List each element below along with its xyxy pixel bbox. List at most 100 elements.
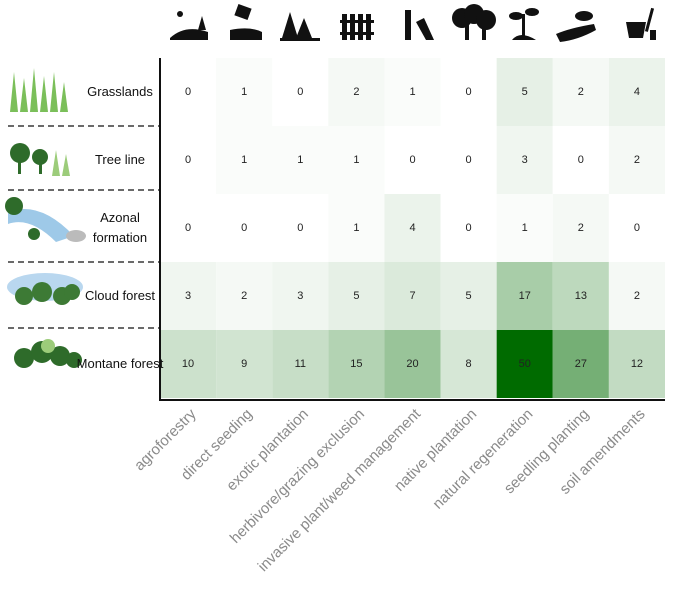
cell-label: 0: [409, 154, 415, 166]
cell-label: 3: [522, 154, 528, 166]
heatmap-cell: [272, 330, 329, 398]
cell-label: 0: [634, 222, 640, 234]
cell-label: 1: [353, 154, 359, 166]
cell-label: 4: [409, 222, 415, 234]
heatmap-cell: [160, 194, 217, 262]
heatmap-cell: [384, 58, 441, 126]
heatmap-cell: [272, 126, 329, 194]
heatmap-cell: [440, 330, 497, 398]
cell-label: 0: [578, 154, 584, 166]
heatmap-cell: [160, 262, 217, 330]
cell-label: 50: [519, 358, 531, 370]
cell-label: 5: [522, 86, 528, 98]
cell-label: 0: [185, 86, 191, 98]
cell-label: 2: [578, 222, 584, 234]
heatmap-cell: [160, 58, 217, 126]
row-label: Grasslands: [87, 84, 153, 99]
heatmap-cell: [496, 330, 553, 398]
cell-label: 13: [575, 290, 587, 302]
heatmap-cell: [160, 126, 217, 194]
heatmap-cell: [328, 262, 385, 330]
heatmap-cell: [216, 262, 273, 330]
row-label: Montane forest: [76, 356, 164, 371]
cell-label: 1: [409, 86, 415, 98]
heatmap-cell: [328, 330, 385, 398]
heatmap-cell: [216, 126, 273, 194]
heatmap-cell: [496, 194, 553, 262]
cell-label: 0: [185, 222, 191, 234]
x-tick-label: natural regeneration: [429, 406, 536, 513]
heatmap-cell: [272, 58, 329, 126]
cell-label: 0: [466, 154, 472, 166]
row-label: Azonal formation: [92, 210, 148, 245]
heatmap-cell: [216, 58, 273, 126]
cell-label: 2: [241, 290, 247, 302]
cell-label: 2: [634, 290, 640, 302]
heatmap-cell: [608, 126, 665, 194]
cell-label: 1: [353, 222, 359, 234]
top-icons: [170, 3, 656, 42]
cell-label: 4: [634, 86, 640, 98]
heatmap-cell: [272, 194, 329, 262]
heatmap-cell: [216, 194, 273, 262]
cell-label: 0: [241, 222, 247, 234]
cell-label: 0: [297, 222, 303, 234]
cell-label: 7: [409, 290, 415, 302]
heatmap-cell: [608, 262, 665, 330]
cell-label: 8: [466, 358, 472, 370]
cell-label: 5: [353, 290, 359, 302]
heatmap-cell: [608, 58, 665, 126]
heatmap-cell: [440, 262, 497, 330]
cell-label: 15: [350, 358, 362, 370]
cell-label: 5: [466, 290, 472, 302]
cell-label: 3: [297, 290, 303, 302]
heatmap-cell: [608, 194, 665, 262]
cell-label: 11: [295, 358, 306, 370]
cell-label: 1: [241, 154, 247, 166]
heatmap-cell: [384, 330, 441, 398]
heatmap-cell: [160, 330, 217, 398]
cell-label: 12: [631, 358, 643, 370]
heatmap-cell: [552, 126, 609, 194]
cell-label: 1: [522, 222, 528, 234]
heatmap-cell: [384, 194, 441, 262]
cell-label: 0: [466, 86, 472, 98]
cell-label: 0: [297, 86, 303, 98]
heatmap-cell: [328, 194, 385, 262]
heatmap-cell: [384, 262, 441, 330]
cell-label: 2: [353, 86, 359, 98]
cell-label: 9: [241, 358, 247, 370]
heatmap-cell: [440, 126, 497, 194]
heatmap-cell: [496, 58, 553, 126]
heatmap-cell: [552, 58, 609, 126]
cell-label: 1: [241, 86, 247, 98]
heatmap-cell: [496, 126, 553, 194]
heatmap-cell: [552, 330, 609, 398]
cell-label: 27: [575, 358, 587, 370]
heatmap-cell: [328, 58, 385, 126]
row-separators: [8, 125, 160, 329]
row-label: Tree line: [94, 152, 146, 167]
cell-label: 17: [519, 290, 531, 302]
heatmap-cell: [552, 194, 609, 262]
heatmap-cell: [608, 330, 665, 398]
row-icons: [5, 68, 86, 368]
heatmap-cell: [328, 126, 385, 194]
cell-label: 1: [297, 154, 303, 166]
cell-label: 10: [182, 358, 194, 370]
heatmap-cell: [552, 262, 609, 330]
heatmap-cell: [216, 330, 273, 398]
cell-label: 3: [185, 290, 191, 302]
cell-label: 2: [578, 86, 584, 98]
cell-label: 2: [634, 154, 640, 166]
heatmap-cell: [440, 194, 497, 262]
heatmap-cell: [384, 126, 441, 194]
row-label: Cloud forest: [84, 288, 156, 303]
heatmap-cell: [440, 58, 497, 126]
heatmap-cell: [496, 262, 553, 330]
cell-label: 0: [185, 154, 191, 166]
heatmap-cell: [272, 262, 329, 330]
cell-label: 20: [406, 358, 418, 370]
